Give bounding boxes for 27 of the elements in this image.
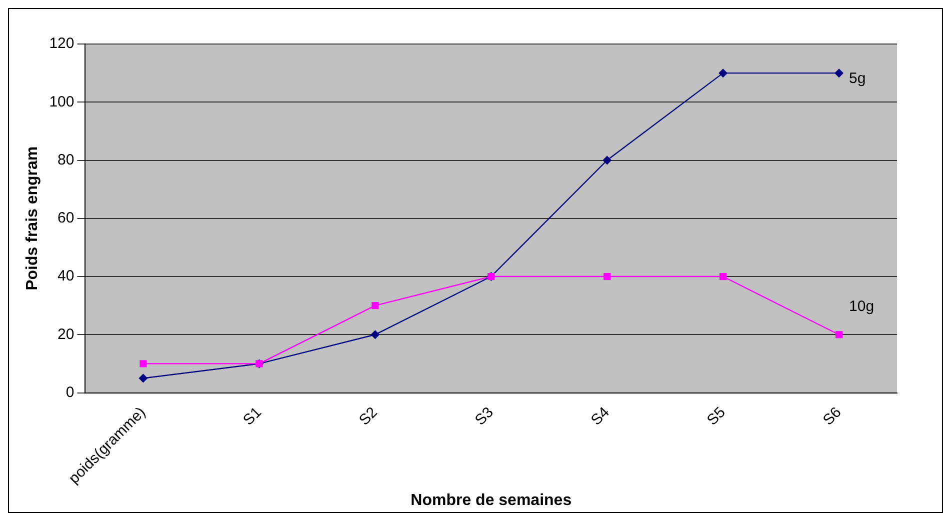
x-tick-label: S5 [704,404,729,429]
x-tick-label: S1 [240,404,265,429]
x-tick-label: S6 [820,404,845,429]
point [835,331,843,338]
y-tick-label: 20 [58,326,74,343]
y-tick-label: 60 [58,210,74,227]
point [138,374,148,383]
point [720,272,727,280]
point [372,302,379,310]
point [718,68,728,78]
series-label: 5g [849,70,866,88]
x-axis-title: Nombre de semaines [410,492,572,509]
y-tick-label: 80 [58,151,74,168]
point [602,156,612,165]
x-tick-label: S3 [472,404,497,429]
y-tick-label: 100 [49,93,74,110]
point [834,68,844,78]
x-tick-label: S4 [588,404,613,429]
y-axis-title: Poids frais engram [24,146,42,290]
series-label: 10g [849,298,874,315]
point [604,272,611,280]
y-tick-label: 0 [66,384,74,401]
x-tick-label: S2 [356,404,381,429]
y-tick-label: 40 [58,268,74,285]
point [370,330,380,340]
point [140,360,147,368]
y-tick-label: 120 [49,35,74,52]
